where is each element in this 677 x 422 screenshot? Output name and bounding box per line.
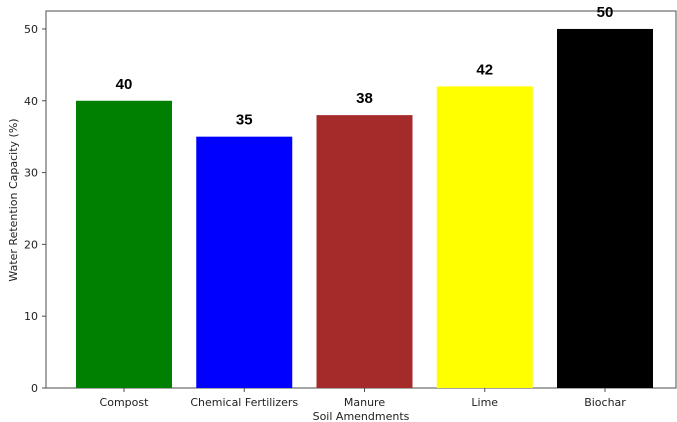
bar (76, 100, 172, 388)
x-tick-label: Compost (100, 396, 150, 409)
bars-group (76, 28, 653, 389)
data-label: 38 (356, 90, 373, 107)
data-label: 42 (476, 61, 493, 78)
bar (436, 86, 533, 389)
data-label: 50 (597, 4, 614, 21)
y-tick-label: 20 (24, 238, 38, 251)
x-axis-title: Soil Amendments (313, 410, 410, 422)
y-tick-label: 0 (31, 382, 38, 395)
data-label: 35 (236, 112, 253, 129)
bar (557, 28, 653, 388)
y-tick-label: 40 (24, 95, 38, 108)
y-tick-label: 10 (24, 310, 38, 323)
x-tick-label: Biochar (584, 396, 626, 409)
x-tick-label: Lime (471, 396, 498, 409)
x-tick-label: Manure (344, 396, 385, 409)
data-label: 40 (116, 76, 133, 93)
y-axis-ticks: 0 10 20 30 40 50 (24, 23, 46, 395)
data-labels-group: 40 35 38 42 50 (116, 4, 614, 129)
y-tick-label: 50 (24, 23, 38, 36)
y-tick-label: 30 (24, 167, 38, 180)
x-tick-label: Chemical Fertilizers (190, 396, 298, 409)
y-axis-title: Water Retention Capacity (%) (7, 118, 20, 281)
x-axis-ticks: Compost Chemical Fertilizers Manure Lime Bio… (100, 388, 626, 409)
bar (316, 115, 413, 388)
bar (196, 136, 293, 388)
